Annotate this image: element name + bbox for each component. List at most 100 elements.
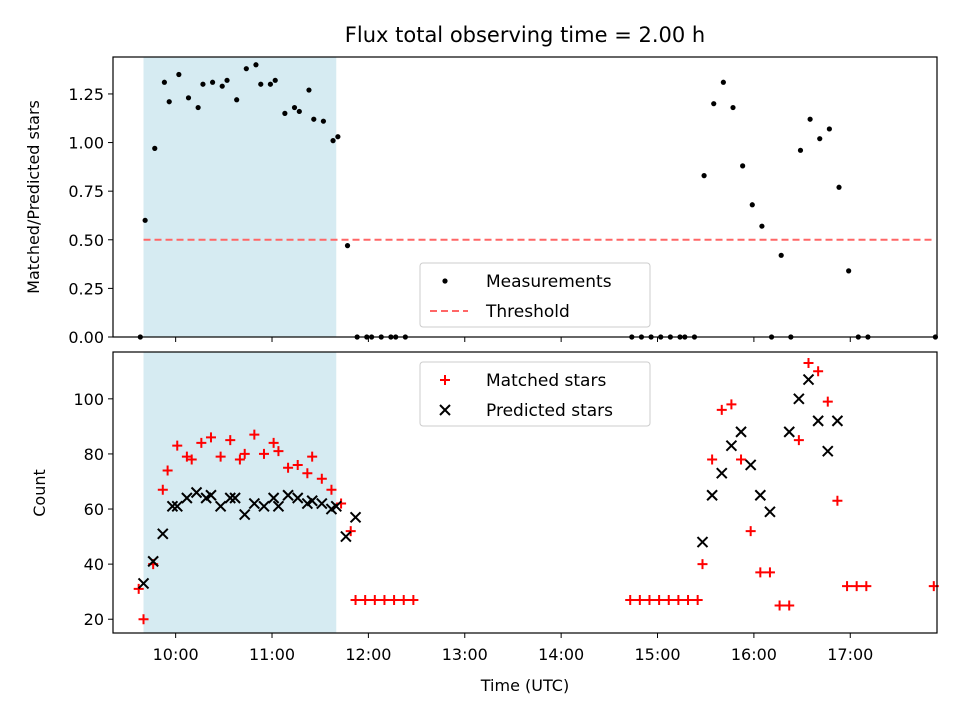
y-tick-label: 1.25 — [68, 85, 104, 104]
legend-label: Threshold — [485, 302, 570, 322]
legend-plus-marker — [440, 375, 450, 385]
matched-point — [755, 567, 766, 578]
matched-point — [133, 583, 144, 594]
predicted-point — [157, 528, 169, 540]
matched-point — [861, 581, 872, 592]
matched-point — [307, 451, 318, 462]
y-axis-title-top: Matched/Predicted stars — [24, 100, 43, 294]
axes-frame — [112, 56, 938, 338]
matched-point — [239, 448, 250, 459]
measurement-point — [200, 81, 206, 87]
measurement-point — [826, 126, 832, 132]
predicted-point — [224, 492, 236, 504]
predicted-point — [783, 426, 795, 438]
measurement-point — [253, 62, 259, 68]
predicted-point — [764, 506, 776, 518]
y-tick-label: 20 — [84, 610, 104, 629]
legend-x-marker — [439, 404, 451, 416]
predicted-point — [258, 500, 270, 512]
legend-label: Matched stars — [486, 371, 606, 391]
predicted-point — [822, 445, 834, 457]
matched-point — [784, 600, 795, 611]
predicted-point — [330, 500, 342, 512]
predicted-point — [147, 555, 159, 568]
matched-point — [249, 429, 260, 440]
matched-point — [316, 473, 327, 484]
matched-point — [162, 465, 173, 476]
matched-point — [654, 594, 665, 605]
matched-point — [842, 581, 853, 592]
matched-point — [663, 594, 674, 605]
legend-box — [419, 262, 651, 328]
measurement-point — [749, 202, 755, 208]
predicted-point — [316, 497, 328, 510]
legend-box — [419, 361, 651, 427]
measurement-point — [234, 97, 240, 103]
matched-point — [697, 559, 708, 570]
y-tick-label: 0.75 — [68, 182, 104, 201]
matched-point — [350, 594, 361, 605]
matched-point — [379, 594, 390, 605]
measurement-point — [330, 138, 336, 144]
matched-point — [634, 594, 645, 605]
predicted-point — [696, 536, 709, 548]
matched-point — [736, 454, 747, 465]
matched-point — [258, 448, 269, 459]
axes-frame — [112, 351, 938, 634]
y-tick-label: 60 — [84, 500, 104, 519]
matched-point — [774, 600, 785, 611]
measurement-point — [296, 108, 302, 115]
chart-title: Flux total observing time = 2.00 h — [345, 23, 705, 47]
measurement-point — [209, 79, 216, 85]
measurement-point — [740, 163, 746, 169]
measurement-point — [195, 104, 201, 111]
predicted-point — [267, 492, 280, 504]
top-panel: 0.00 0.25 0.50 0.75 1.00 1.25 Measurements Thre… — [68, 56, 938, 347]
predicted-point — [802, 373, 815, 386]
y-tick-label: 0.00 — [68, 328, 104, 347]
measurement-point — [142, 217, 148, 223]
legend-label: Predicted stars — [486, 401, 613, 421]
predicted-point — [340, 530, 352, 543]
y-tick-label: 40 — [84, 555, 104, 574]
measurement-point — [272, 77, 278, 83]
measurement-point — [152, 145, 158, 151]
x-tick-label: 10:00 — [153, 645, 199, 664]
predicted-point — [272, 500, 285, 512]
legend: Matched stars Predicted stars — [419, 361, 651, 427]
measurement-point — [185, 95, 192, 101]
predicted-point — [282, 489, 294, 501]
predicted-point — [229, 492, 241, 504]
predicted-point — [190, 486, 203, 499]
predicted-point — [831, 415, 844, 427]
matched-point — [283, 462, 294, 473]
matched-point — [692, 594, 703, 605]
measurement-point — [730, 104, 736, 111]
predicted-point — [239, 508, 251, 521]
matched-point — [186, 454, 197, 465]
matched-point — [707, 454, 718, 465]
y-tick-label: 0.25 — [68, 279, 104, 298]
predicted-point — [181, 492, 193, 504]
x-tick-label: 16:00 — [731, 645, 777, 664]
matched-point — [745, 526, 756, 537]
matched-point — [302, 468, 313, 479]
x-tick-label: 13:00 — [442, 645, 488, 664]
measurement-point — [344, 243, 351, 249]
observing-window-span — [143, 57, 337, 337]
measurement-point — [219, 83, 225, 89]
measurement-point — [176, 71, 182, 78]
predicted-point — [349, 511, 362, 524]
series-matched-stars — [133, 358, 939, 625]
matched-point — [398, 594, 409, 605]
y-axis-title-bottom: Count — [30, 469, 49, 517]
matched-point — [326, 484, 337, 495]
measurement-point — [258, 81, 264, 87]
y-tick-label: 0.50 — [68, 231, 104, 250]
measurement-point — [846, 268, 852, 274]
matched-point — [726, 399, 737, 410]
matched-point — [832, 495, 843, 506]
measurement-point — [701, 173, 707, 179]
measurement-point — [311, 116, 317, 122]
